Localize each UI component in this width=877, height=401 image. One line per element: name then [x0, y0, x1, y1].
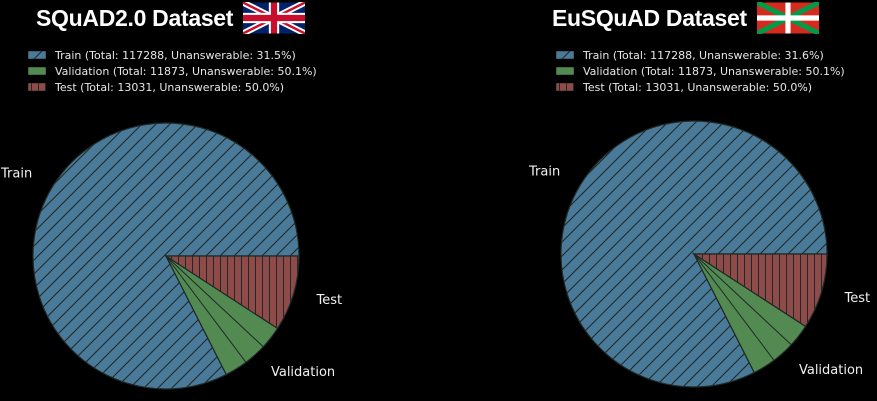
- validation-divider: [693, 253, 792, 346]
- slice-label-validation: Validation: [799, 363, 863, 378]
- train-swatch: [28, 51, 46, 59]
- chart-legend: Train (Total: 117288, Unanswerable: 31.5…: [28, 47, 317, 95]
- squad-pie-chart: Train Validation Test: [0, 122, 342, 390]
- legend-item-test: Test (Total: 13031, Unanswerable: 50.0%): [28, 79, 317, 95]
- legend-label: Train (Total: 117288, Unanswerable: 31.6…: [583, 48, 824, 62]
- legend-item-train: Train (Total: 117288, Unanswerable: 31.6…: [556, 47, 845, 63]
- legend-item-test: Test (Total: 13031, Unanswerable: 50.0%): [556, 79, 845, 95]
- train-swatch: [556, 51, 574, 59]
- legend-label: Train (Total: 117288, Unanswerable: 31.5…: [55, 48, 296, 62]
- chart-title: EuSQuAD Dataset: [552, 4, 747, 31]
- slice-label-test: Test: [315, 293, 342, 308]
- test-swatch: [556, 83, 574, 91]
- legend-item-train: Train (Total: 117288, Unanswerable: 31.5…: [28, 47, 317, 63]
- test-swatch: [28, 83, 46, 91]
- squad-title-row: SQuAD2.0 Dataset: [36, 2, 306, 34]
- slice-label-train: Train: [528, 164, 560, 179]
- legend-label: Test (Total: 13031, Unanswerable: 50.0%): [583, 80, 813, 94]
- slice-label-test: Test: [843, 291, 870, 306]
- chart-title: SQuAD2.0 Dataset: [36, 4, 234, 31]
- validation-divider: [693, 253, 775, 361]
- slice-label-validation: Validation: [271, 365, 335, 380]
- basque-flag-icon: [756, 2, 819, 34]
- legend-item-validation: Validation (Total: 11873, Unanswerable: …: [28, 63, 317, 79]
- validation-swatch: [556, 67, 574, 75]
- chart-legend: Train (Total: 117288, Unanswerable: 31.6…: [556, 47, 845, 95]
- eusquad-title-row: EuSQuAD Dataset: [552, 2, 819, 34]
- uk-flag-icon: [243, 2, 306, 34]
- legend-item-validation: Validation (Total: 11873, Unanswerable: …: [556, 63, 845, 79]
- eusquad-pie-chart: Train Validation Test: [528, 120, 870, 388]
- validation-divider: [165, 255, 264, 348]
- legend-label: Validation (Total: 11873, Unanswerable: …: [55, 64, 317, 78]
- validation-swatch: [28, 67, 46, 75]
- legend-label: Test (Total: 13031, Unanswerable: 50.0%): [55, 80, 285, 94]
- pie-slice-test: [691, 253, 828, 328]
- squad-chart-panel: Train Validation Test SQuAD2.0 Dataset Tra…: [0, 2, 342, 390]
- validation-divider: [165, 255, 247, 363]
- eusquad-chart-panel: Train Validation Test EuSQuAD Dataset Trai…: [440, 0, 877, 401]
- pie-slice-test: [163, 255, 300, 330]
- legend-label: Validation (Total: 11873, Unanswerable: …: [583, 64, 845, 78]
- slice-label-train: Train: [0, 166, 32, 181]
